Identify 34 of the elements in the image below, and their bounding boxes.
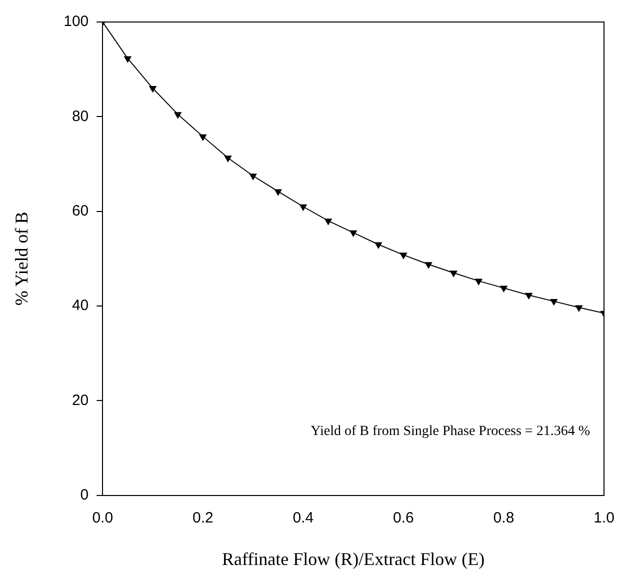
x-tick-label: 1.0: [594, 510, 614, 527]
point: [250, 174, 257, 180]
x-tick-label: 0.0: [92, 510, 114, 527]
point: [525, 292, 532, 300]
point: [224, 156, 232, 162]
point: [424, 262, 432, 268]
point: [550, 299, 558, 306]
annotation: Yield of B from Single Phase Process = 21.364 %: [310, 424, 590, 440]
y-tick-label: 20: [72, 392, 89, 409]
x-axis-title: Raffinate Flow (R)/Extract Flow (E): [222, 548, 485, 569]
x-tick-label: 0.2: [192, 510, 214, 527]
point: [450, 270, 458, 277]
y-tick-label: 80: [72, 108, 89, 125]
y-tick-label: 40: [72, 297, 89, 314]
point: [174, 112, 182, 118]
point: [500, 286, 508, 292]
point: [400, 252, 407, 259]
point: [149, 86, 156, 92]
point: [374, 242, 382, 248]
y-tick-label: 100: [64, 13, 89, 30]
x-tick-label: 0.6: [393, 510, 414, 527]
point: [124, 56, 132, 62]
point: [475, 278, 482, 285]
y-tick-label: 60: [72, 202, 89, 220]
point: [199, 134, 206, 141]
point: [575, 305, 582, 312]
y-tick-label: 0: [80, 486, 89, 504]
x-tick-label: 0.4: [292, 510, 314, 527]
point: [274, 189, 282, 196]
x-tick-label: 0.8: [493, 510, 514, 527]
point: [324, 218, 332, 225]
point: [350, 230, 357, 237]
y-axis-title: % Yield of B: [12, 212, 32, 306]
point: [300, 204, 307, 211]
